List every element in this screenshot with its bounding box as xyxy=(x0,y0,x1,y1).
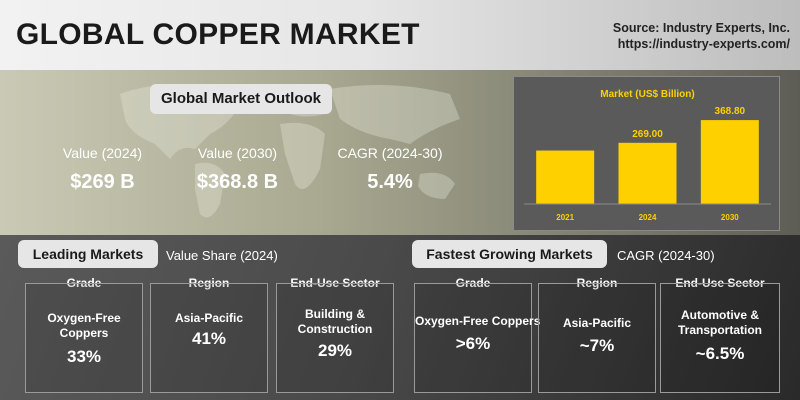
fastest-grade-card: Oxygen-Free Coppers >6% xyxy=(414,283,541,393)
bar-2021 xyxy=(536,150,595,204)
source-url[interactable]: https://industry-experts.com/ xyxy=(617,37,790,51)
chart-title: Market (US$ Billion) xyxy=(600,89,694,100)
kpi-value-2030: $368.8 B xyxy=(196,171,279,193)
fastest-region-value: ~7% xyxy=(579,336,615,355)
leading-sector-card: Building & Construction 29% xyxy=(276,283,394,393)
tick-label-2030: 2030 xyxy=(721,213,739,222)
leading-markets-label: Leading Markets xyxy=(18,240,158,268)
leading-grade-name: Oxygen-Free Coppers xyxy=(47,311,121,340)
leading-sector-name: Building & Construction xyxy=(297,307,373,336)
kpi-cagr-label: CAGR (2024-30) xyxy=(337,145,443,161)
leading-grade-card: Oxygen-Free Coppers 33% xyxy=(25,283,143,393)
kpi-cagr: 5.4% xyxy=(367,171,413,193)
kpi-value-2030-label: Value (2030) xyxy=(197,145,278,161)
leading-region-name: Asia-Pacific xyxy=(174,311,244,325)
market-chart-panel: Market (US$ Billion) 2021 269.00 2024 368.80… xyxy=(513,76,780,231)
bar-2024 xyxy=(618,142,677,204)
fastest-sector-value: ~6.5% xyxy=(695,344,745,363)
source-name: Source: Industry Experts, Inc. xyxy=(612,21,790,35)
header: GLOBAL COPPER MARKET Source: Industry Ex… xyxy=(0,0,800,70)
fastest-region-card: Asia-Pacific ~7% xyxy=(538,283,656,393)
page-title: GLOBAL COPPER MARKET xyxy=(16,18,420,51)
leading-region-value: 41% xyxy=(191,329,227,348)
fastest-grade-name: Oxygen-Free Coppers xyxy=(415,314,541,328)
outlook-label: Global Market Outlook xyxy=(150,84,332,114)
kpi-value-2024: $269 B xyxy=(70,171,135,193)
leading-region-card: Asia-Pacific 41% xyxy=(150,283,268,393)
tick-label-2024: 2024 xyxy=(639,213,657,222)
tick-label-2021: 2021 xyxy=(556,213,574,222)
fastest-sector-card: Automotive & Transportation ~6.5% xyxy=(660,283,780,393)
data-label-2024: 269.00 xyxy=(632,129,663,140)
market-bar-chart: Market (US$ Billion) 2021 269.00 2024 368.80… xyxy=(524,89,771,222)
leading-markets-subtitle: Value Share (2024) xyxy=(166,248,278,263)
kpi-value-2024-label: Value (2024) xyxy=(62,145,143,161)
markets-section: Leading Markets Value Share (2024) Faste… xyxy=(0,235,800,400)
fastest-region-name: Asia-Pacific xyxy=(562,316,632,330)
leading-grade-value: 33% xyxy=(66,347,102,366)
fastest-grade-value: >6% xyxy=(455,334,491,353)
source-info: Source: Industry Experts, Inc. https://i… xyxy=(613,20,790,52)
leading-sector-value: 29% xyxy=(317,341,353,360)
bar-2030 xyxy=(700,120,759,204)
fastest-markets-subtitle: CAGR (2024-30) xyxy=(617,248,715,263)
data-label-2030: 368.80 xyxy=(715,106,746,117)
fastest-sector-name: Automotive & Transportation xyxy=(677,308,762,337)
fastest-markets-label: Fastest Growing Markets xyxy=(412,240,607,268)
